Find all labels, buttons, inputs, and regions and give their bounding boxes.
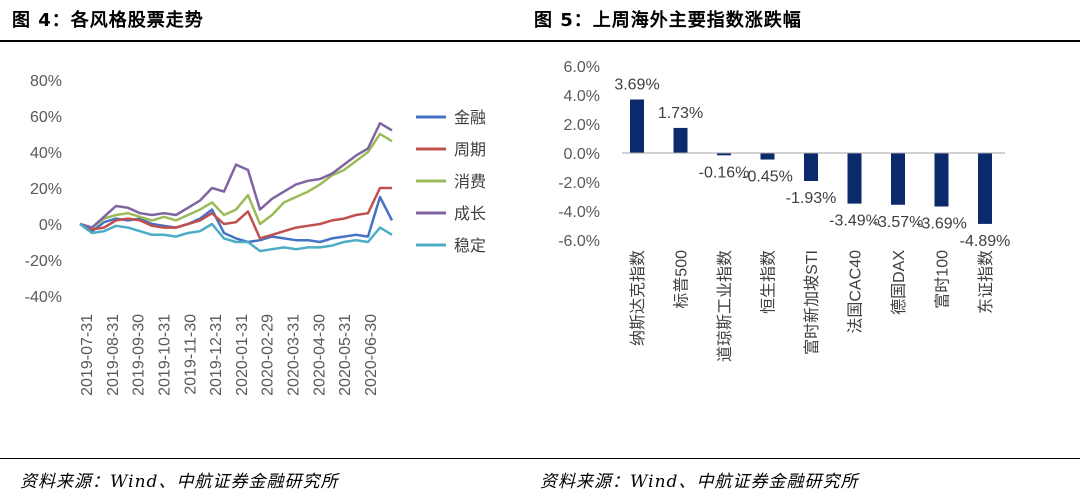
- data-label: -0.45%: [742, 169, 793, 186]
- x-tick-label: 2020-05-31: [337, 314, 354, 396]
- series-line-周期: [79, 186, 392, 240]
- y-tick-label: -2.0%: [558, 175, 600, 192]
- source-note: 资料来源：Wind、中航证券金融研究所: [540, 472, 859, 492]
- bar-纳斯达克指数: [630, 99, 644, 153]
- series-line-稳定: [79, 222, 393, 253]
- category-label: 法国CAC40: [847, 250, 865, 334]
- bar-富时新加坡STI: [804, 153, 818, 181]
- source-rule: [0, 458, 540, 459]
- series-line-成长: [79, 121, 393, 229]
- bar-东证指数: [978, 153, 992, 224]
- y-tick-label: 2.0%: [564, 117, 600, 134]
- y-tick-label: -4.0%: [558, 204, 600, 221]
- data-label: 1.73%: [658, 105, 703, 122]
- bar-恒生指数: [760, 153, 775, 160]
- x-tick-label: 2019-07-31: [79, 314, 96, 396]
- y-tick-label: 6.0%: [564, 59, 600, 76]
- x-tick-label: 2019-09-30: [131, 314, 148, 396]
- source-rule: [530, 458, 1080, 459]
- bar-道琼斯工业指数: [717, 153, 731, 156]
- y-tick-label: 60%: [30, 109, 62, 126]
- x-tick-label: 2019-08-31: [105, 314, 122, 396]
- x-tick-label: 2019-11-30: [182, 314, 199, 395]
- x-tick-label: 2019-12-31: [208, 314, 225, 396]
- title-rule: [0, 40, 540, 42]
- legend-label: 金融: [454, 109, 486, 127]
- data-label: -1.93%: [786, 190, 837, 207]
- x-tick-label: 2019-10-31: [156, 314, 173, 396]
- x-tick-label: 2020-06-30: [363, 314, 380, 396]
- bar-富时100: [934, 153, 949, 207]
- category-label: 标普500: [673, 250, 691, 309]
- figure-4-title: 图 4：各风格股票走势: [12, 10, 204, 31]
- data-label: 3.69%: [614, 76, 659, 93]
- y-tick-label: -40%: [25, 289, 62, 306]
- data-label: -4.89%: [960, 233, 1011, 250]
- data-label: -3.49%: [829, 213, 880, 230]
- source-note: 资料来源：Wind、中航证券金融研究所: [20, 472, 339, 492]
- x-tick-label: 2020-03-31: [286, 314, 303, 396]
- category-label: 纳斯达克指数: [629, 250, 647, 346]
- y-tick-label: -20%: [25, 253, 62, 270]
- y-tick-label: 4.0%: [564, 88, 600, 105]
- style-trend-panel: 图 4：各风格股票走势 80% 60% 40% 20% 0% -20% -40% 2019-0…: [0, 10, 540, 492]
- y-tick-label: 80%: [30, 73, 62, 90]
- data-label: -3.69%: [916, 216, 967, 233]
- category-label: 富时新加坡STI: [803, 250, 821, 355]
- category-label: 富时100: [934, 250, 952, 309]
- style-trend-chart: 80% 60% 40% 20% 0% -20% -40% 2019-07-31 2019-08-…: [25, 73, 486, 396]
- x-tick-label: 2020-04-30: [311, 314, 328, 396]
- category-label: 东证指数: [977, 250, 995, 314]
- overseas-index-panel: 图 5：上周海外主要指数涨跌幅 6.0% 4.0% 2.0% 0.0% -2.0% -4.…: [530, 0, 1080, 500]
- legend-label: 消费: [454, 173, 486, 191]
- bar-法国CAC40: [847, 153, 862, 204]
- category-label: 德国DAX: [890, 250, 908, 315]
- series-line-消费: [79, 132, 393, 229]
- y-tick-label: 0.0%: [564, 146, 600, 163]
- x-tick-label: 2020-01-31: [234, 314, 251, 396]
- data-label: -0.16%: [699, 164, 750, 181]
- bar-德国DAX: [891, 153, 905, 205]
- legend-label: 成长: [454, 205, 486, 223]
- y-tick-label: -6.0%: [558, 233, 600, 250]
- overseas-index-chart: 6.0% 4.0% 2.0% 0.0% -2.0% -4.0% -6.0% 3.69% 纳斯达克…: [558, 59, 1011, 362]
- y-tick-label: 20%: [30, 181, 62, 198]
- bar-标普500: [673, 127, 688, 153]
- x-tick-label: 2020-02-29: [260, 314, 277, 396]
- figure-5-title: 图 5：上周海外主要指数涨跌幅: [534, 10, 802, 31]
- legend-label: 周期: [454, 141, 486, 159]
- title-rule: [530, 40, 1080, 42]
- data-label: -3.57%: [873, 214, 924, 231]
- y-tick-label: 0%: [39, 217, 62, 234]
- y-tick-label: 40%: [30, 145, 62, 162]
- category-label: 道琼斯工业指数: [716, 250, 734, 362]
- category-label: 恒生指数: [760, 250, 778, 314]
- legend-label: 稳定: [454, 237, 486, 255]
